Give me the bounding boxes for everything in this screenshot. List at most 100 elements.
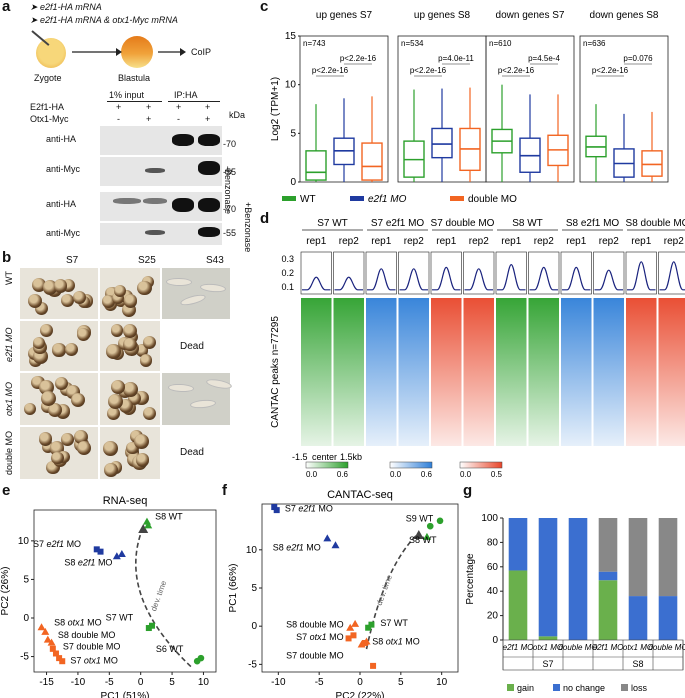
profile-line [594, 269, 623, 291]
embryo [42, 280, 58, 295]
y-tick: -5 [248, 659, 257, 670]
embryo [52, 343, 66, 357]
y-tick: 0 [290, 177, 296, 188]
point-label: S7 otx1 MO [70, 656, 118, 666]
bar-segment [628, 596, 648, 640]
profile-line [432, 266, 461, 291]
rep-label: rep2 [404, 236, 424, 247]
point [346, 623, 355, 631]
embryo [137, 281, 152, 296]
point [197, 654, 205, 662]
profile-frame [300, 251, 332, 295]
point [331, 541, 340, 549]
sign: + [205, 114, 211, 124]
heatmap-column [431, 298, 462, 446]
profile-frame [528, 251, 560, 295]
n-label: n=534 [401, 39, 424, 48]
profile-line [562, 266, 591, 291]
profile-line [497, 263, 526, 291]
tadpole [165, 277, 193, 287]
rep-label: rep2 [339, 236, 359, 247]
bar-segment [658, 596, 678, 640]
heatmap-column [366, 298, 397, 446]
embryo [123, 338, 137, 352]
embryo [53, 279, 68, 293]
embryo [110, 324, 124, 337]
legend-line-1: ➤ e2f1-HA mRNA [30, 2, 102, 12]
condition-minus: -Benzonase [223, 166, 233, 215]
y-tick: 0 [23, 613, 29, 624]
point-label: S8 double MO [286, 620, 344, 630]
bar-segment [598, 580, 618, 640]
embryo [123, 324, 138, 339]
p-value: p<2.2e-16 [498, 66, 535, 75]
y-tick: 20 [487, 611, 499, 622]
blot-label-4: anti-Myc [46, 228, 81, 238]
heatmap-column [626, 298, 657, 446]
embryo [71, 392, 86, 407]
category-label: e2f1 MO [503, 643, 534, 652]
panel-f-label: f [222, 482, 227, 499]
category-label: otx1 MO [533, 643, 563, 652]
embryo [73, 291, 87, 305]
embryo [139, 354, 153, 367]
embryo [54, 376, 68, 390]
bar-segment [538, 636, 558, 640]
point [37, 623, 46, 631]
y-tick: 5 [290, 128, 296, 139]
p-value: p<2.2e-16 [340, 54, 377, 63]
heatmap-y-label: CANTAC peaks n=77295 [270, 316, 281, 428]
point [323, 534, 332, 542]
point-label: S7 WT [380, 618, 408, 628]
colorbar-max: 0.6 [337, 470, 349, 479]
rep-label: rep1 [501, 236, 521, 247]
profile-frame [560, 251, 592, 295]
heatmap-column [301, 298, 332, 446]
y-tick: 40 [487, 586, 499, 597]
row-otx1: otx1 MO [4, 381, 14, 416]
embryo [77, 440, 92, 455]
point [117, 549, 126, 557]
col-ip: IP:HA [174, 90, 198, 100]
point [271, 504, 278, 511]
stage-coip: CoIP [191, 47, 212, 57]
marker: -55 [223, 167, 237, 177]
point-label: S8 double MO [58, 630, 116, 640]
bar-segment [598, 571, 618, 581]
heatmap-column [333, 298, 364, 446]
y-tick: 5 [23, 574, 29, 585]
stage-group: S8 [632, 659, 643, 669]
y-axis-label: Percentage [465, 553, 476, 605]
y-tick: 60 [487, 562, 499, 573]
point-label: S8 e2f1 MO [273, 543, 321, 553]
n-label: n=610 [489, 39, 512, 48]
legend-label: loss [631, 683, 648, 693]
facet-title: up genes S7 [316, 10, 373, 21]
x-tick: -5 [315, 677, 324, 688]
sample-title: S7 e2f1 MO [371, 218, 425, 229]
legend-label: e2f1 MO [368, 194, 407, 205]
heatmap-column [561, 298, 592, 446]
legend-swatch [350, 196, 364, 201]
y-tick: 0 [251, 621, 257, 632]
point [47, 638, 56, 646]
legend-swatch [450, 196, 464, 201]
box [305, 150, 327, 181]
point [365, 624, 372, 631]
plot-frame [33, 509, 217, 673]
point [144, 521, 153, 529]
panel-g-label: g [463, 482, 473, 499]
heatmap-column [496, 298, 527, 446]
p-value: p<2.2e-16 [592, 66, 629, 75]
embryo [40, 323, 54, 337]
legend-line-2: ➤ e2f1-HA mRNA & otx1-Myc mRNA [30, 15, 178, 25]
legend-swatch [553, 684, 560, 691]
profile-y-tick: 0.1 [281, 282, 294, 292]
profile-frame [593, 251, 625, 295]
marker: -70 [223, 139, 237, 149]
legend-label: double MO [468, 194, 517, 205]
marker: -70 [223, 204, 237, 214]
rep-label: rep1 [631, 236, 651, 247]
rep-label: rep1 [306, 236, 326, 247]
